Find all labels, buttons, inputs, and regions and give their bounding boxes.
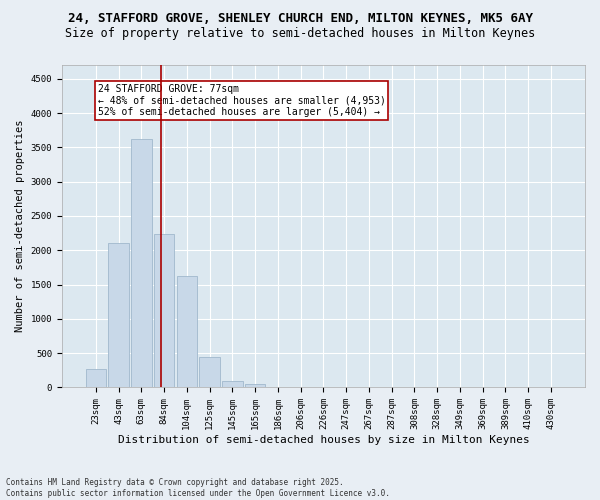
Bar (245, 384, 265, 388)
Text: Contains HM Land Registry data © Crown copyright and database right 2025.
Contai: Contains HM Land Registry data © Crown c… (6, 478, 390, 498)
Bar (222, 380, 242, 388)
Bar (86, 369, 106, 388)
Bar (199, 356, 220, 388)
X-axis label: Distribution of semi-detached houses by size in Milton Keynes: Distribution of semi-detached houses by … (118, 435, 529, 445)
Bar (131, 139, 152, 388)
Y-axis label: Number of semi-detached properties: Number of semi-detached properties (15, 120, 25, 332)
Bar (176, 276, 197, 388)
Bar (154, 234, 175, 388)
Text: 24, STAFFORD GROVE, SHENLEY CHURCH END, MILTON KEYNES, MK5 6AY: 24, STAFFORD GROVE, SHENLEY CHURCH END, … (67, 12, 533, 26)
Text: Size of property relative to semi-detached houses in Milton Keynes: Size of property relative to semi-detach… (65, 28, 535, 40)
Text: 24 STAFFORD GROVE: 77sqm
← 48% of semi-detached houses are smaller (4,953)
52% o: 24 STAFFORD GROVE: 77sqm ← 48% of semi-d… (98, 84, 385, 116)
Bar (109, 244, 129, 388)
